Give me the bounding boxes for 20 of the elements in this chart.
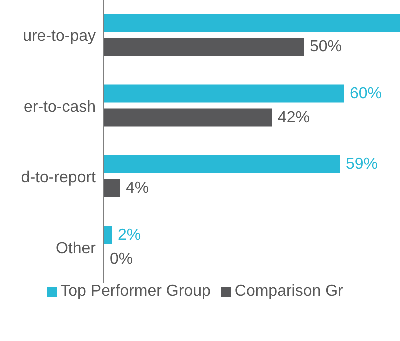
bar (104, 180, 120, 198)
legend-label: Comparison Gr (234, 283, 344, 300)
bar (104, 38, 304, 56)
data-label: 0% (110, 250, 134, 268)
data-label: 2% (118, 226, 142, 244)
y-tick-label: d-to-report (21, 170, 97, 187)
data-label: 59% (346, 156, 378, 173)
bar (104, 84, 344, 103)
data-label: 50% (310, 38, 342, 56)
legend-label: Top Performer Group (60, 283, 211, 300)
data-label: 4% (126, 180, 150, 197)
data-label: 42% (278, 109, 310, 126)
data-label: 60% (350, 85, 382, 102)
bar (104, 14, 400, 32)
y-tick-label: er-to-cash (24, 98, 96, 116)
bar (104, 226, 112, 244)
bar (104, 156, 340, 174)
y-tick-label: Other (56, 240, 97, 258)
y-tick-label: ure-to-pay (23, 28, 96, 46)
bar (104, 108, 272, 127)
